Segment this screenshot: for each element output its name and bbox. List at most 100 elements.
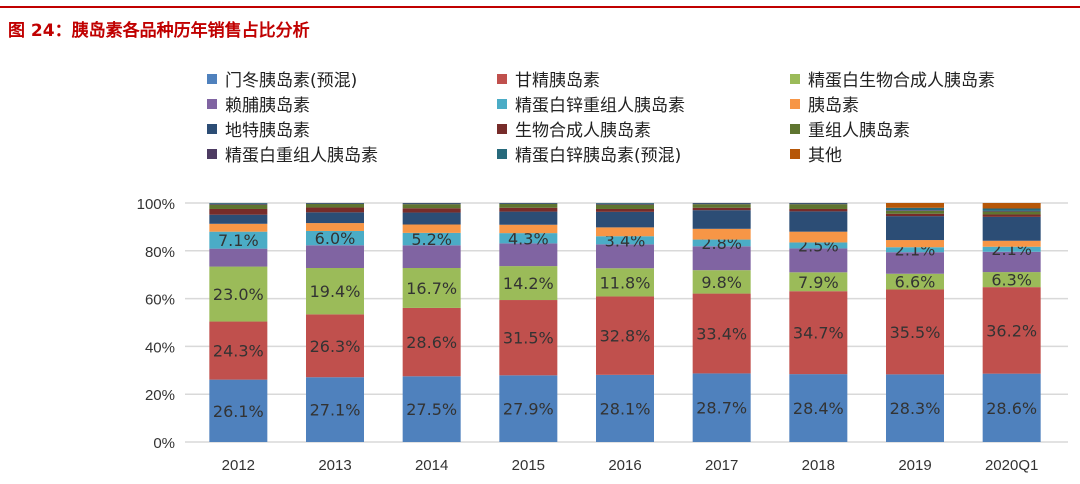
x-tick-label: 2013	[318, 457, 351, 474]
bar-segment	[886, 289, 944, 375]
bar-segment	[982, 251, 1041, 273]
data-label: 36.2%	[986, 321, 1037, 340]
x-tick-label: 2012	[222, 457, 255, 474]
bar-segment	[209, 231, 268, 249]
bar-segment	[499, 233, 558, 244]
legend-item: 重组人胰岛素	[790, 116, 910, 141]
legend-swatch	[497, 148, 507, 159]
bar-segment	[402, 245, 461, 269]
bar-segment	[402, 224, 461, 233]
legend-label: 其他	[808, 146, 842, 166]
bar-segment	[306, 245, 364, 269]
bar-segment	[789, 204, 848, 209]
bar-segment	[886, 273, 944, 290]
legend-swatch	[497, 98, 507, 109]
bar-segment	[789, 208, 848, 212]
bar-segment	[886, 252, 944, 274]
data-label: 28.3%	[890, 399, 941, 418]
bar-segment	[402, 307, 461, 377]
legend-label: 门冬胰岛素(预混)	[225, 71, 358, 91]
bar-segment	[306, 212, 364, 224]
bar-segment	[886, 240, 944, 248]
legend-label: 生物合成人胰岛素	[515, 121, 651, 141]
bar-segment	[306, 268, 364, 315]
bar-segment	[209, 266, 268, 322]
bar-segment	[209, 203, 268, 205]
legend-item: 精蛋白生物合成人胰岛素	[790, 66, 995, 91]
bar-segment	[982, 272, 1041, 288]
bar-segment	[886, 207, 944, 211]
bar-segment	[499, 243, 558, 267]
data-label: 6.3%	[991, 271, 1032, 290]
data-label: 24.3%	[213, 342, 264, 361]
legend-swatch	[207, 98, 217, 109]
bar-segment	[402, 204, 461, 209]
bar-segment	[982, 203, 1041, 209]
data-label: 19.4%	[310, 282, 361, 301]
data-label: 7.1%	[218, 231, 259, 250]
bar-segment	[789, 374, 848, 442]
legend-swatch	[207, 148, 217, 159]
data-label: 35.5%	[890, 323, 941, 342]
y-tick-label: 40%	[145, 339, 175, 356]
bar-segment	[692, 203, 751, 205]
data-label: 28.6%	[406, 333, 457, 352]
bar-segment	[209, 321, 268, 380]
bar-segment	[982, 240, 1041, 247]
bar-segment	[596, 268, 654, 297]
x-tick-label: 2015	[512, 457, 545, 474]
legend-label: 精蛋白重组人胰岛素	[225, 146, 378, 166]
data-label: 27.1%	[310, 401, 361, 420]
bar-segment	[982, 287, 1041, 374]
bar-segment	[402, 212, 461, 225]
legend-item: 精蛋白锌重组人胰岛素	[497, 91, 685, 116]
bar-segment	[982, 211, 1041, 215]
y-tick-label: 60%	[145, 292, 175, 309]
bar-segment	[789, 291, 848, 375]
data-label: 5.2%	[411, 230, 452, 249]
bar-segment	[402, 203, 461, 205]
legend-label: 精蛋白锌重组人胰岛素	[515, 96, 685, 116]
data-label: 33.4%	[696, 324, 747, 343]
bar-segment	[789, 231, 848, 243]
bar-segment	[209, 214, 268, 224]
data-label: 14.2%	[503, 274, 554, 293]
legend-item: 精蛋白重组人胰岛素	[207, 141, 378, 166]
bar-segment	[886, 210, 944, 214]
legend-swatch	[790, 123, 800, 134]
legend-swatch	[790, 148, 800, 159]
bar-segment	[209, 379, 268, 442]
bar-segment	[886, 210, 944, 211]
legend-item: 生物合成人胰岛素	[497, 116, 651, 141]
bar-segment	[692, 293, 751, 374]
data-label: 9.8%	[701, 273, 742, 292]
bar-segment	[596, 211, 654, 228]
x-tick-label: 2018	[802, 457, 835, 474]
figure-title: 图 24：胰岛素各品种历年销售占比分析	[8, 21, 310, 41]
bar-segment	[596, 204, 654, 209]
legend-item: 胰岛素	[790, 91, 859, 116]
data-label: 23.0%	[213, 285, 264, 304]
bar-segment	[306, 314, 364, 378]
bar-segment	[499, 375, 558, 442]
data-label: 28.7%	[696, 399, 747, 418]
bar-segment	[692, 373, 751, 442]
bar-segment	[596, 374, 654, 442]
bar-segment	[306, 377, 364, 442]
bar-segment	[306, 203, 364, 208]
data-label: 32.8%	[600, 327, 651, 346]
data-label: 7.9%	[798, 273, 839, 292]
bar-segment	[886, 216, 944, 241]
bar-segment	[692, 204, 751, 208]
bar-segment	[499, 211, 558, 225]
legend-item: 赖脯胰岛素	[207, 91, 310, 116]
bar-segment	[596, 208, 654, 212]
data-label: 27.5%	[406, 400, 457, 419]
data-label: 34.7%	[793, 324, 844, 343]
y-tick-label: 100%	[137, 196, 175, 213]
y-tick-label: 0%	[153, 435, 175, 452]
bar-segment	[499, 224, 558, 234]
legend-label: 重组人胰岛素	[808, 121, 910, 141]
legend-item: 精蛋白锌胰岛素(预混)	[497, 141, 681, 166]
